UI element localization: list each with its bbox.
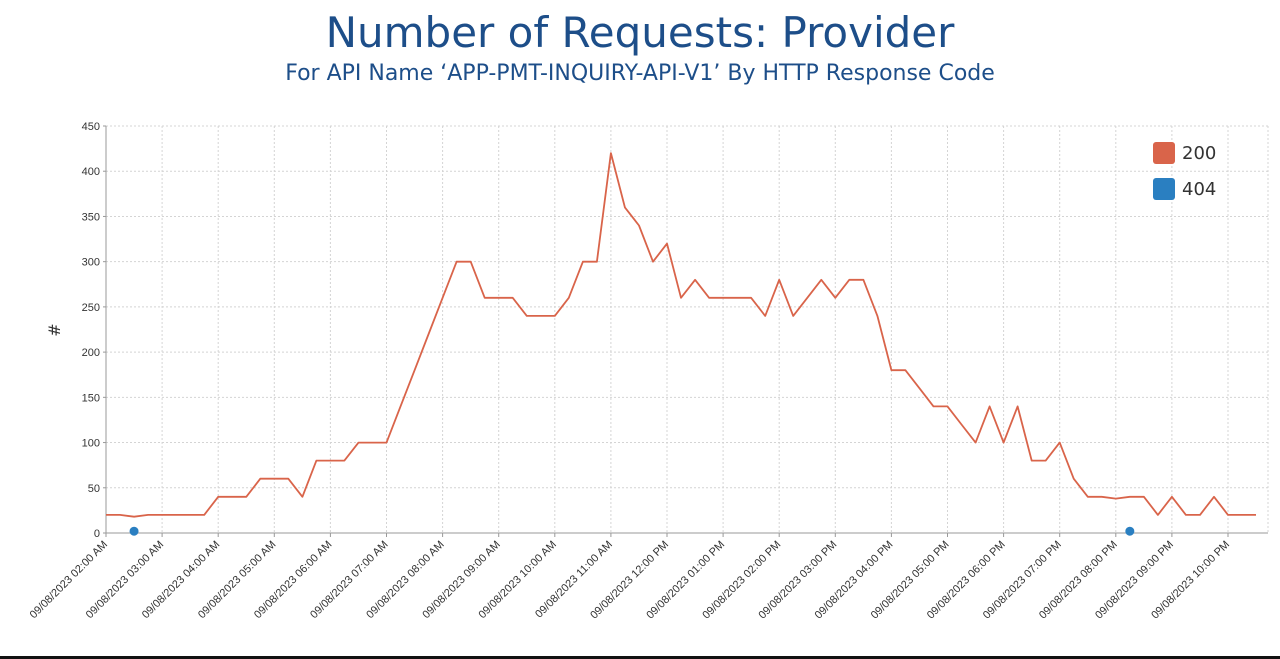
y-tick-label: 250 xyxy=(82,302,100,314)
y-tick-label: 50 xyxy=(88,483,100,495)
legend-swatch xyxy=(1153,178,1175,200)
y-tick-label: 350 xyxy=(82,211,100,223)
y-axis-label: # xyxy=(45,323,64,336)
legend-swatch xyxy=(1153,142,1175,164)
legend-label: 404 xyxy=(1182,179,1216,200)
y-tick-label: 200 xyxy=(82,347,100,359)
legend[interactable]: 200 404 xyxy=(1153,142,1216,200)
series-line-200 xyxy=(106,152,1256,518)
y-tick-label: 400 xyxy=(82,166,100,178)
grid-layer xyxy=(106,125,1269,534)
legend-label: 200 xyxy=(1182,143,1216,164)
y-tick-label: 300 xyxy=(82,257,100,269)
bottom-rule xyxy=(0,656,1280,659)
chart-subtitle: For API Name ‘APP-PMT-INQUIRY-API-V1’ By… xyxy=(285,61,995,86)
y-tick-label: 100 xyxy=(82,438,100,450)
series-point-404 xyxy=(129,526,139,536)
chart-title: Number of Requests: Provider xyxy=(325,8,955,57)
series-layer xyxy=(106,152,1256,536)
y-tick-label: 450 xyxy=(82,121,100,133)
legend-item-200[interactable]: 200 xyxy=(1153,142,1216,164)
legend-item-404[interactable]: 404 xyxy=(1153,178,1216,200)
series-point-404 xyxy=(1125,526,1135,536)
y-tick-label: 0 xyxy=(94,528,100,540)
y-tick-label: 150 xyxy=(82,392,100,404)
